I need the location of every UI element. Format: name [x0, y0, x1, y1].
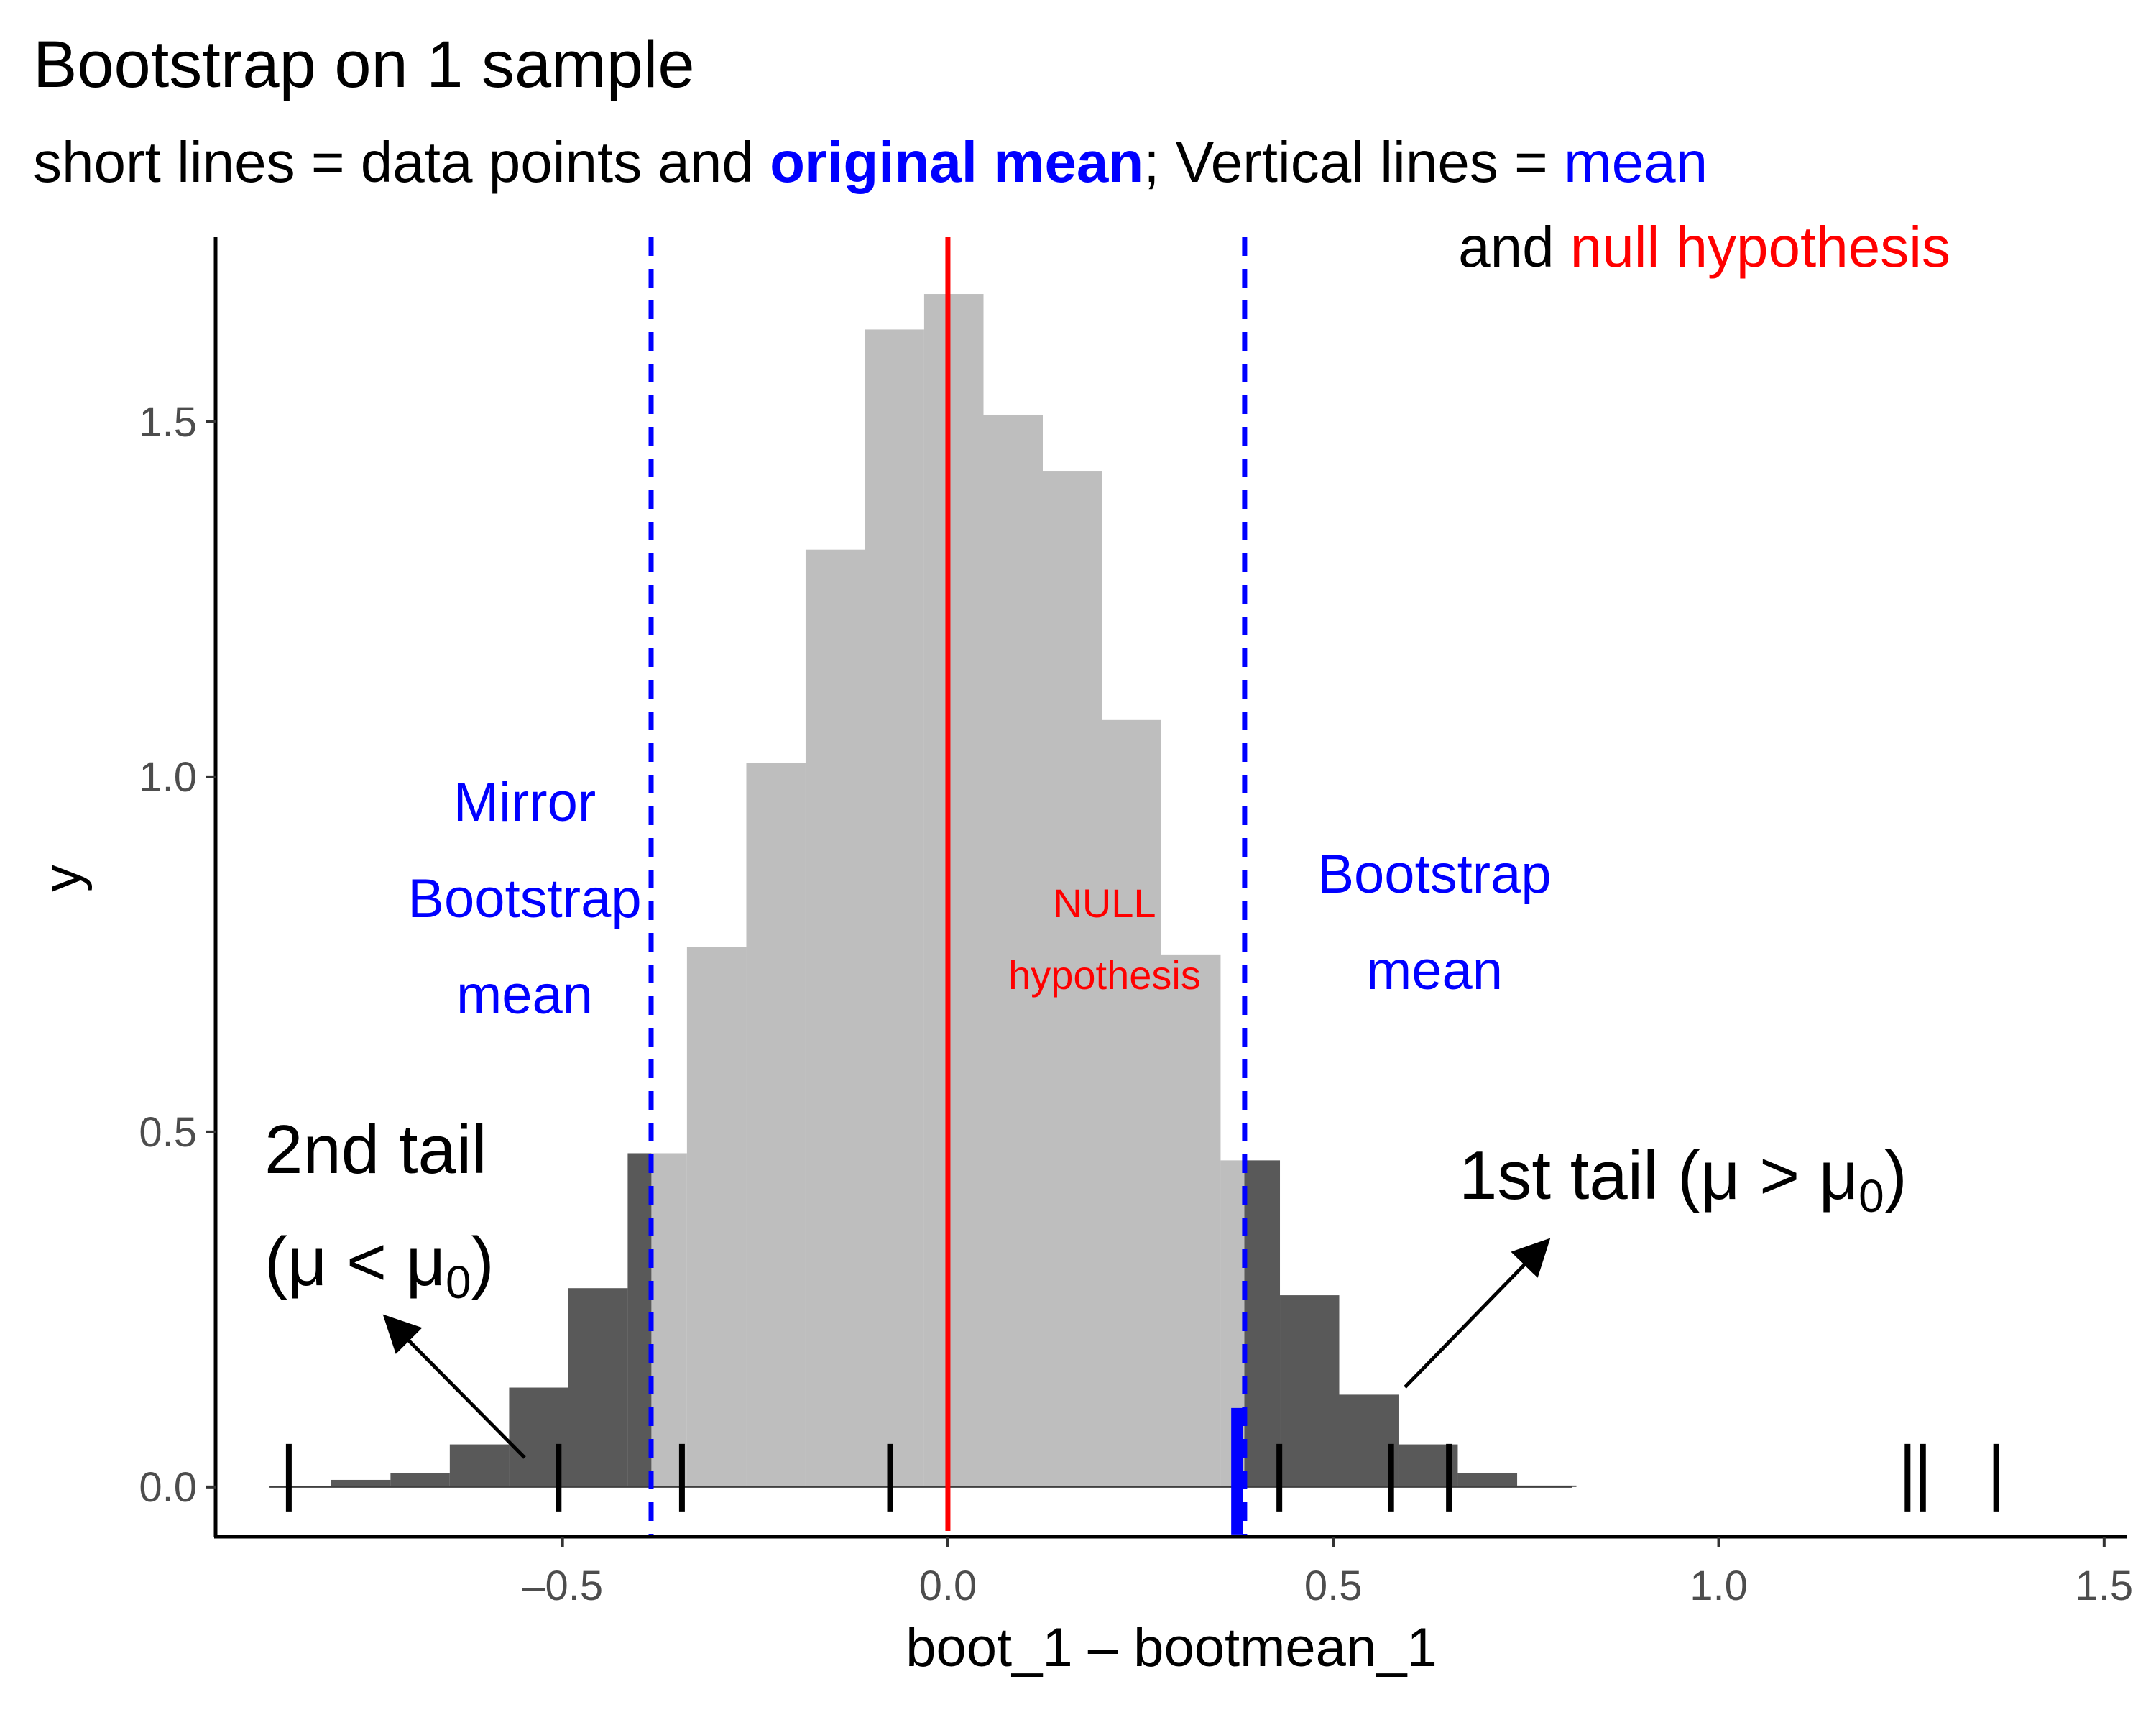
bootstrap-mean-label-1: mean — [1366, 940, 1503, 1001]
histogram-bar-0 — [331, 1479, 391, 1487]
histogram-bar-9 — [805, 549, 865, 1487]
y-tick-label-2: 1.0 — [139, 754, 197, 801]
x-tick-label-1: 0.0 — [919, 1563, 977, 1609]
histogram-bar-12 — [983, 414, 1043, 1487]
histogram-bar-21 — [1457, 1473, 1518, 1487]
histogram-bar-18 — [1280, 1295, 1340, 1487]
y-tick-label-0: 0.0 — [139, 1464, 197, 1511]
chart-subtitle: short lines = data points and original m… — [33, 129, 1708, 196]
first-tail-subscript: 0 — [1858, 1170, 1884, 1222]
null-hypothesis-label-1: hypothesis — [1008, 952, 1201, 998]
axes: –0.5 0.0 0.5 1.0 1.5 0.0 0.5 1.0 1.5 boot_1 – boo… — [32, 237, 2133, 1678]
second-tail-label-line2: (μ < μ0) — [264, 1223, 494, 1308]
histogram-bar-4 — [568, 1288, 628, 1487]
x-tick-label-3: 1.0 — [1690, 1563, 1748, 1609]
histogram-bar-11 — [923, 294, 984, 1487]
histogram-bar-7 — [686, 947, 747, 1487]
bootstrap-mean-label-0: Bootstrap — [1317, 844, 1551, 905]
histogram-bar-8 — [746, 763, 806, 1487]
histogram-bar-13 — [1042, 472, 1102, 1487]
first-tail-close-paren: ) — [1884, 1137, 1907, 1214]
histogram-bar-6 — [651, 1153, 687, 1487]
mirror-bootstrap-mean-label-1: Bootstrap — [407, 868, 641, 929]
mirror-bootstrap-mean-label-2: mean — [456, 965, 593, 1026]
histogram-bar-1 — [390, 1473, 450, 1487]
histogram-bars — [331, 294, 1577, 1487]
first-tail-arrow — [1404, 1238, 1551, 1389]
x-axis-label: boot_1 – bootmean_1 — [906, 1617, 1437, 1678]
y-axis-label: y — [32, 865, 93, 892]
y-tick-label-1: 0.5 — [139, 1109, 197, 1156]
y-tick-label-3: 1.5 — [139, 399, 197, 446]
histogram-bar-17 — [1244, 1160, 1281, 1487]
reference-lines — [648, 237, 1248, 1538]
histogram-bar-14 — [1102, 719, 1161, 1487]
annotations: Mirror Bootstrap mean Bootstrap mean NULL hypo… — [264, 772, 1907, 1459]
second-tail-subscript: 0 — [446, 1256, 471, 1308]
second-tail-label-line1: 2nd tail — [264, 1111, 487, 1188]
subtitle-null-hypothesis: null hypothesis — [1570, 215, 1950, 279]
subtitle-original-mean: original mean — [770, 130, 1144, 194]
subtitle-part1: short lines = data points and — [33, 130, 770, 194]
histogram-bar-15 — [1161, 954, 1221, 1487]
null-hypothesis-label-0: NULL — [1053, 880, 1156, 926]
second-tail-close-paren: ) — [471, 1223, 494, 1300]
x-tick-label-2: 0.5 — [1304, 1563, 1363, 1609]
second-tail-arrow — [382, 1314, 526, 1459]
chart-subtitle-line2: and null hypothesis — [1458, 214, 1950, 280]
first-tail-label: 1st tail (μ > μ0) — [1459, 1137, 1907, 1222]
subtitle-part3: and — [1458, 215, 1570, 279]
subtitle-part2: ; Vertical lines = — [1143, 130, 1564, 194]
histogram-bar-5 — [627, 1153, 652, 1487]
histogram-bar-10 — [865, 329, 924, 1487]
chart-title: Bootstrap on 1 sample — [33, 28, 695, 101]
first-tail-text: 1st tail (μ > μ — [1459, 1137, 1858, 1214]
subtitle-mean: mean — [1563, 130, 1708, 194]
x-tick-label-0: –0.5 — [522, 1563, 603, 1609]
histogram-bar-2 — [449, 1444, 510, 1487]
data-point-rug — [285, 1407, 1999, 1535]
x-tick-label-4: 1.5 — [2076, 1563, 2134, 1609]
second-tail-text: (μ < μ — [264, 1223, 446, 1300]
mirror-bootstrap-mean-label-0: Mirror — [453, 772, 596, 833]
